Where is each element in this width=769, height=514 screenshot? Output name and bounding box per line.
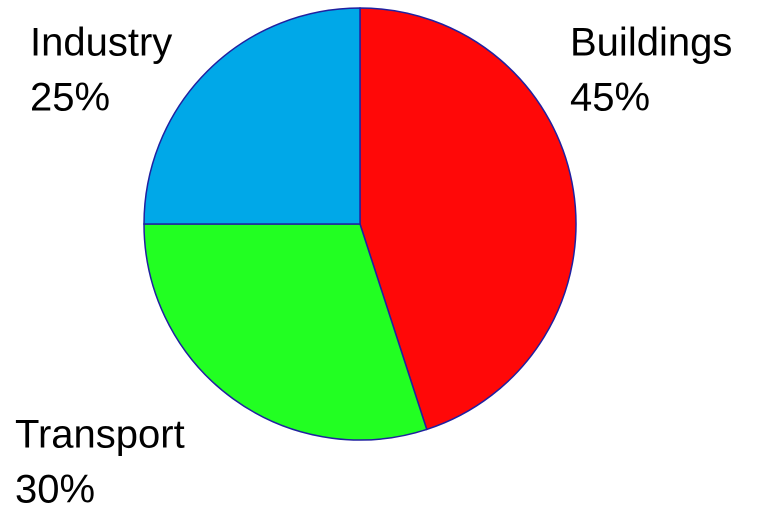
slice-value-label: 45% <box>570 76 650 120</box>
pie-slice <box>143 7 361 225</box>
slice-value-label: 30% <box>15 468 95 512</box>
slice-label: Transport <box>15 413 185 457</box>
slice-label: Buildings <box>570 21 732 65</box>
pie-slice <box>143 223 428 441</box>
pie-slice <box>359 7 577 431</box>
slice-value-label: 25% <box>30 76 110 120</box>
slice-label: Industry <box>30 21 172 65</box>
